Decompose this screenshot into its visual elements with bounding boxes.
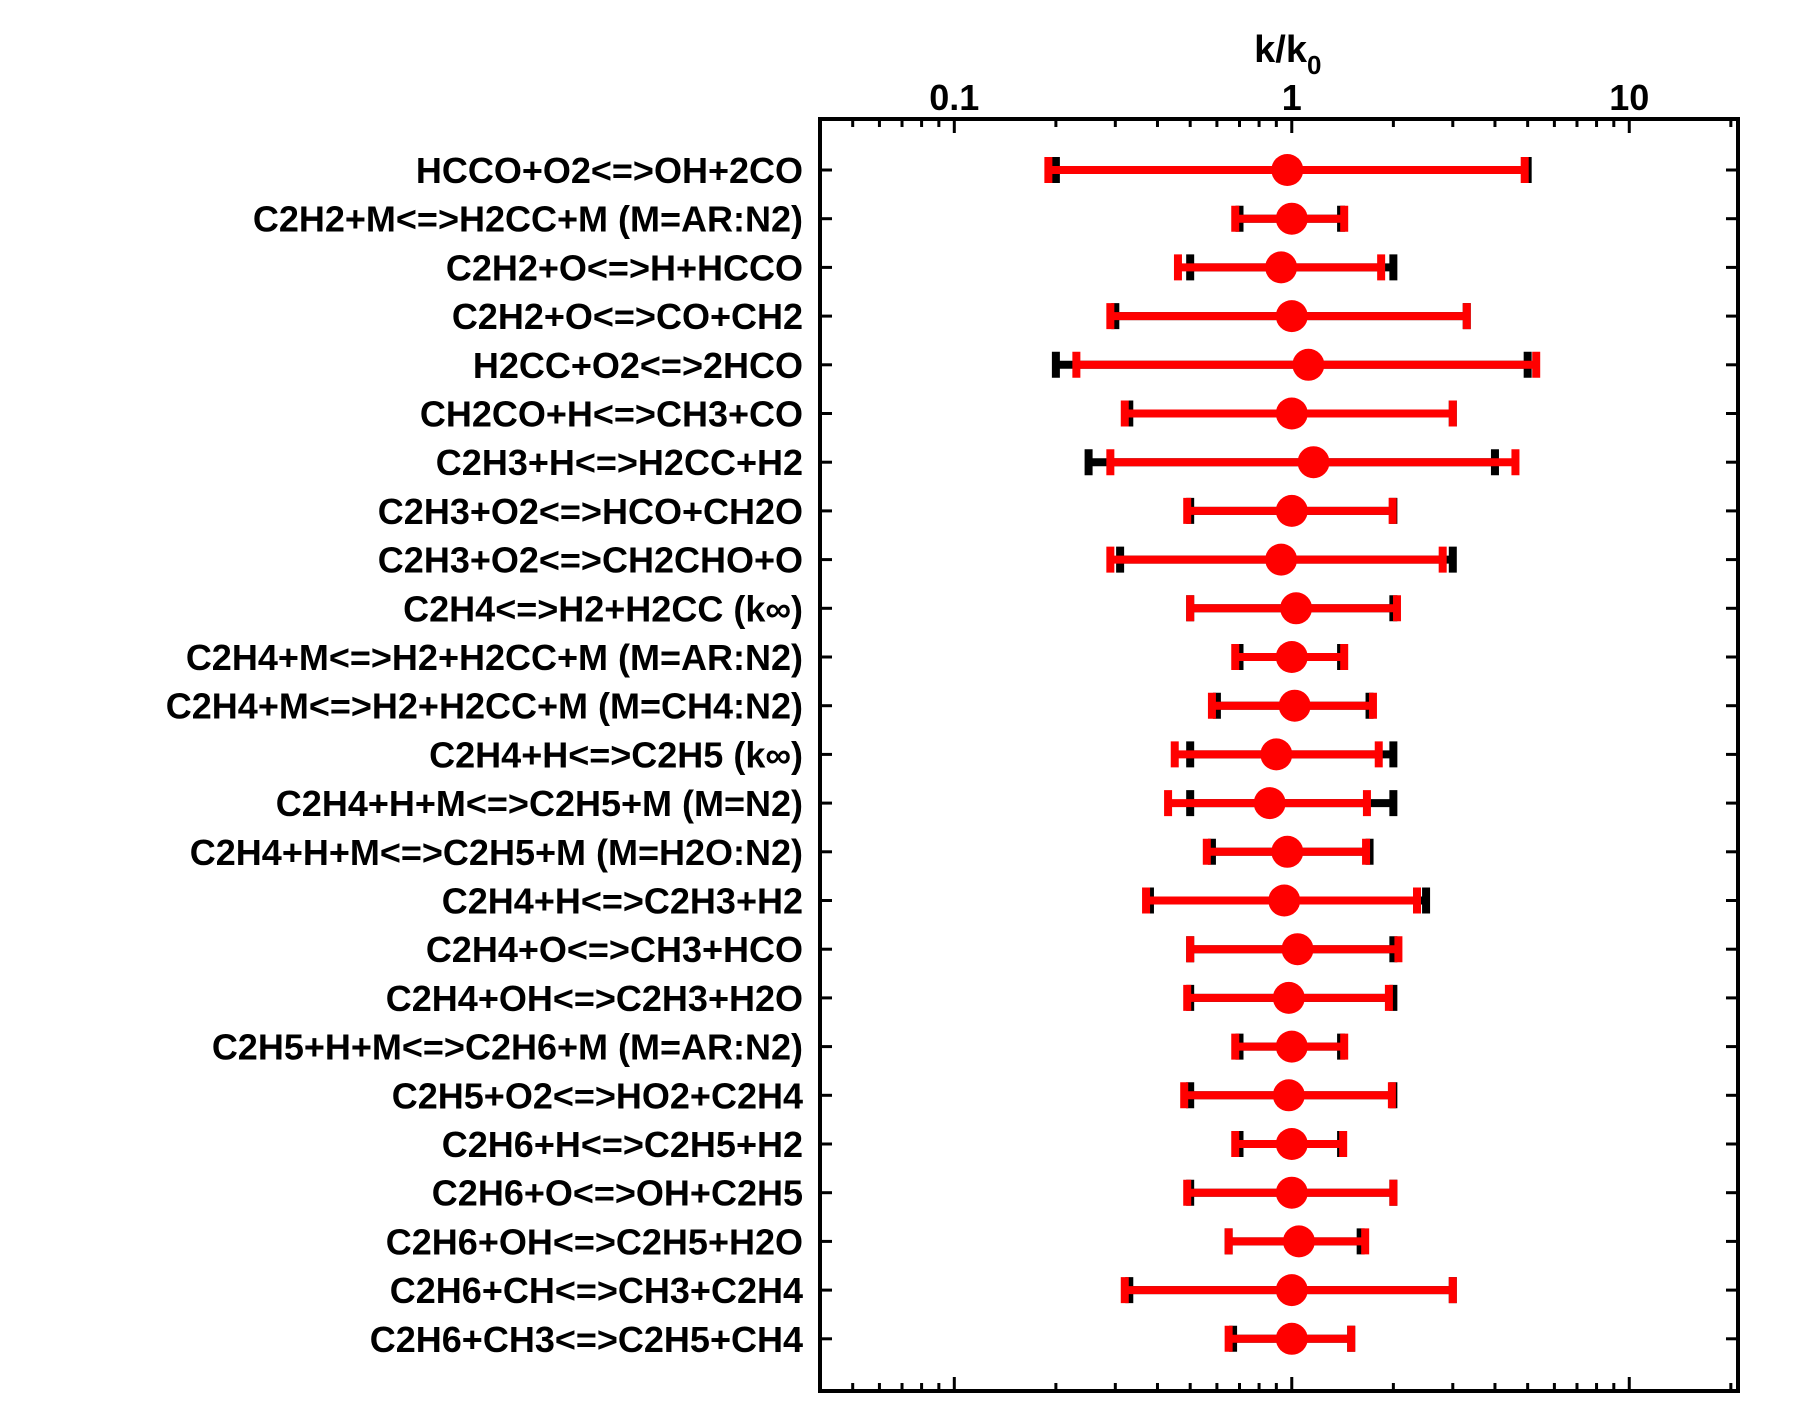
optimized-point (1292, 348, 1325, 381)
optimized-point (1275, 1030, 1308, 1063)
category-label: C2H2+M<=>H2CC+M (M=AR:N2) (253, 199, 803, 240)
optimized-point (1275, 397, 1308, 430)
optimized-point (1278, 689, 1311, 722)
x-tick-label: 1 (1282, 77, 1302, 118)
optimized-point (1275, 202, 1308, 235)
optimized-point (1272, 1079, 1305, 1112)
x-tick-label: 10 (1609, 77, 1649, 118)
optimized-point (1275, 494, 1308, 527)
category-label: C2H4+H+M<=>C2H5+M (M=N2) (276, 783, 803, 824)
category-label: C2H3+O2<=>HCO+CH2O (378, 491, 803, 532)
optimized-point (1275, 1128, 1308, 1160)
category-label: C2H3+H<=>H2CC+H2 (436, 442, 803, 483)
plot-frame (818, 117, 1740, 1393)
optimized-point (1280, 592, 1313, 625)
category-label: C2H2+O<=>CO+CH2 (452, 296, 803, 337)
optimized-point (1297, 446, 1330, 479)
optimized-point (1268, 884, 1301, 917)
optimized-point (1275, 641, 1308, 673)
optimized-point (1272, 981, 1305, 1014)
category-label: C2H4+H<=>C2H3+H2 (442, 881, 803, 922)
category-label: C2H3+O2<=>CH2CHO+O (378, 540, 803, 581)
x-tick-label: 0.1 (929, 77, 979, 118)
category-label: C2H6+H<=>C2H5+H2 (442, 1124, 803, 1165)
optimized-point (1271, 835, 1304, 868)
category-label: C2H6+OH<=>C2H5+H2O (386, 1221, 803, 1262)
optimized-point (1281, 933, 1314, 966)
category-label: C2H4<=>H2+H2CC (k∞) (403, 588, 803, 629)
x-axis-title-subscript: 0 (1307, 50, 1321, 80)
x-axis-title-main: k/k (1254, 29, 1308, 71)
category-label: C2H5+H+M<=>C2H6+M (M=AR:N2) (212, 1027, 803, 1068)
optimized-point (1275, 1322, 1308, 1355)
category-label: C2H5+O2<=>HO2+C2H4 (392, 1075, 803, 1116)
category-label: CH2CO+H<=>CH3+CO (420, 394, 803, 435)
category-label: C2H4+OH<=>C2H3+H2O (386, 978, 803, 1019)
category-label: C2H4+H+M<=>C2H5+M (M=H2O:N2) (190, 832, 803, 873)
optimized-point (1271, 154, 1304, 186)
optimized-point (1275, 300, 1308, 333)
optimized-point (1253, 787, 1286, 820)
category-label: HCCO+O2<=>OH+2CO (416, 150, 803, 191)
category-label: C2H4+O<=>CH3+HCO (426, 929, 803, 970)
category-labels: HCCO+O2<=>OH+2CO C2H2+M<=>H2CC+M (M=AR:N2… (166, 150, 803, 1360)
category-label: C2H2+O<=>H+HCCO (446, 247, 803, 288)
optimized-point (1260, 738, 1293, 771)
optimized-error-bars (1044, 154, 1541, 1355)
category-label: C2H4+H<=>C2H5 (k∞) (429, 734, 803, 775)
category-label: C2H6+O<=>OH+C2H5 (432, 1173, 803, 1214)
optimized-point (1275, 1274, 1308, 1307)
category-label: C2H4+M<=>H2+H2CC+M (M=CH4:N2) (166, 686, 803, 727)
optimized-point (1265, 543, 1298, 576)
category-label: C2H4+M<=>H2+H2CC+M (M=AR:N2) (186, 637, 803, 678)
x-axis-ticks: 0.1 1 10 (818, 77, 1738, 1391)
optimized-point (1265, 251, 1298, 284)
category-label: C2H6+CH<=>CH3+C2H4 (390, 1270, 803, 1311)
x-axis-title: k/k0 (1254, 29, 1321, 80)
category-label: H2CC+O2<=>2HCO (473, 345, 803, 386)
optimized-point (1275, 1176, 1308, 1209)
category-label: C2H6+CH3<=>C2H5+CH4 (370, 1319, 803, 1360)
optimized-point (1282, 1225, 1315, 1258)
